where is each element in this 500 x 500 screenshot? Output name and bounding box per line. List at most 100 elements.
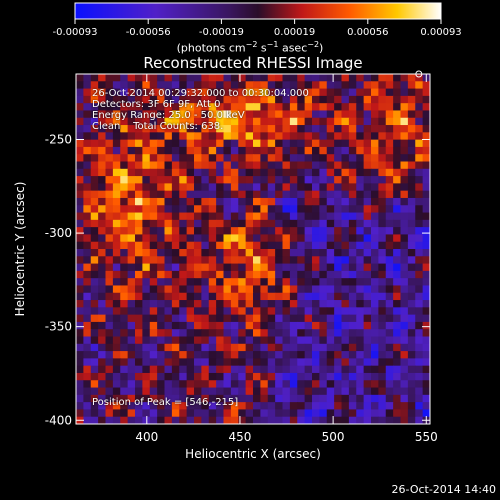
- heatmap-cell: [356, 234, 365, 243]
- heatmap-cell: [157, 219, 166, 228]
- heatmap-cell: [230, 197, 239, 206]
- heatmap-cell: [378, 132, 387, 141]
- heatmap-cell: [149, 416, 158, 424]
- heatmap-cell: [348, 74, 357, 82]
- heatmap-cell: [90, 307, 99, 316]
- heatmap-cell: [112, 117, 121, 126]
- heatmap-cell: [371, 176, 379, 184]
- heatmap-cell: [371, 110, 379, 119]
- heatmap-cell: [289, 416, 298, 424]
- heatmap-cell: [312, 161, 320, 170]
- heatmap-cell: [90, 249, 99, 257]
- heatmap-cell: [275, 416, 284, 424]
- heatmap-cell: [334, 270, 343, 279]
- heatmap-cell: [260, 329, 269, 338]
- heatmap-cell: [164, 314, 173, 323]
- heatmap-cell: [76, 146, 84, 155]
- heatmap-cell: [76, 351, 84, 359]
- heatmap-cell: [422, 95, 430, 104]
- heatmap-cell: [90, 117, 99, 126]
- heatmap-cell: [341, 110, 350, 119]
- heatmap-cell: [171, 358, 180, 367]
- heatmap-cell: [83, 183, 92, 192]
- heatmap-cell: [371, 146, 379, 155]
- heatmap-cell: [120, 241, 129, 250]
- heatmap-cell: [378, 256, 387, 265]
- heatmap-cell: [253, 176, 261, 184]
- heatmap-cell: [112, 74, 121, 82]
- heatmap-cell: [194, 183, 202, 192]
- heatmap-cell: [83, 416, 92, 424]
- heatmap-cell: [297, 227, 306, 236]
- heatmap-cell: [341, 300, 350, 308]
- heatmap-cell: [260, 314, 269, 323]
- heatmap-cell: [289, 249, 298, 257]
- heatmap-cell: [245, 416, 254, 424]
- heatmap-cell: [334, 139, 343, 148]
- heatmap-cell: [135, 88, 143, 97]
- heatmap-cell: [260, 285, 269, 294]
- heatmap-cell: [164, 394, 173, 403]
- heatmap-cell: [363, 358, 372, 367]
- heatmap-cell: [105, 81, 114, 90]
- heatmap-cell: [194, 394, 202, 403]
- heatmap-cell: [319, 285, 328, 294]
- heatmap-cell: [223, 117, 232, 126]
- heatmap-cell: [260, 241, 269, 250]
- heatmap-cell: [127, 307, 136, 316]
- heatmap-cell: [208, 416, 217, 424]
- heatmap-cell: [356, 154, 365, 163]
- heatmap-cell: [334, 394, 343, 403]
- heatmap-cell: [297, 205, 306, 214]
- heatmap-cell: [253, 329, 261, 338]
- heatmap-cell: [385, 402, 394, 411]
- heatmap-cell: [289, 285, 298, 294]
- heatmap-cell: [135, 336, 143, 345]
- heatmap-cell: [282, 358, 291, 367]
- heatmap-cell: [201, 88, 210, 97]
- heatmap-cell: [90, 372, 99, 381]
- heatmap-cell: [135, 168, 143, 177]
- heatmap-cell: [407, 103, 416, 112]
- heatmap-cell: [378, 394, 387, 403]
- heatmap-cell: [267, 190, 276, 199]
- heatmap-cell: [171, 176, 180, 184]
- heatmap-cell: [253, 95, 261, 104]
- heatmap-cell: [319, 351, 328, 359]
- heatmap-cell: [186, 197, 195, 206]
- heatmap-cell: [238, 219, 247, 228]
- heatmap-cell: [348, 132, 357, 141]
- heatmap-cell: [83, 365, 92, 374]
- heatmap-cell: [223, 81, 232, 90]
- heatmap-cell: [201, 227, 210, 236]
- heatmap-cell: [98, 183, 107, 192]
- heatmap-cell: [415, 380, 424, 389]
- heatmap-cell: [186, 132, 195, 141]
- heatmap-cell: [127, 219, 136, 228]
- heatmap-cell: [135, 110, 143, 119]
- heatmap-cell: [415, 176, 424, 184]
- heatmap-cell: [230, 365, 239, 374]
- heatmap-cell: [275, 117, 284, 126]
- heatmap-cell: [422, 300, 430, 308]
- heatmap-cell: [297, 125, 306, 133]
- heatmap-cell: [157, 351, 166, 359]
- heatmap-cell: [186, 365, 195, 374]
- heatmap-cell: [171, 110, 180, 119]
- heatmap-cell: [415, 95, 424, 104]
- heatmap-cell: [216, 81, 225, 90]
- heatmap-cell: [253, 358, 261, 367]
- heatmap-cell: [83, 212, 92, 221]
- heatmap-cell: [371, 234, 379, 243]
- heatmap-cell: [415, 249, 424, 257]
- heatmap-cell: [105, 372, 114, 381]
- heatmap-cell: [83, 117, 92, 126]
- heatmap-cell: [312, 300, 320, 308]
- heatmap-cell: [393, 343, 402, 352]
- heatmap-cell: [275, 95, 284, 104]
- heatmap-cell: [363, 270, 372, 279]
- heatmap-cell: [201, 132, 210, 141]
- heatmap-cell: [378, 249, 387, 257]
- heatmap-cell: [356, 176, 365, 184]
- heatmap-cell: [326, 314, 335, 323]
